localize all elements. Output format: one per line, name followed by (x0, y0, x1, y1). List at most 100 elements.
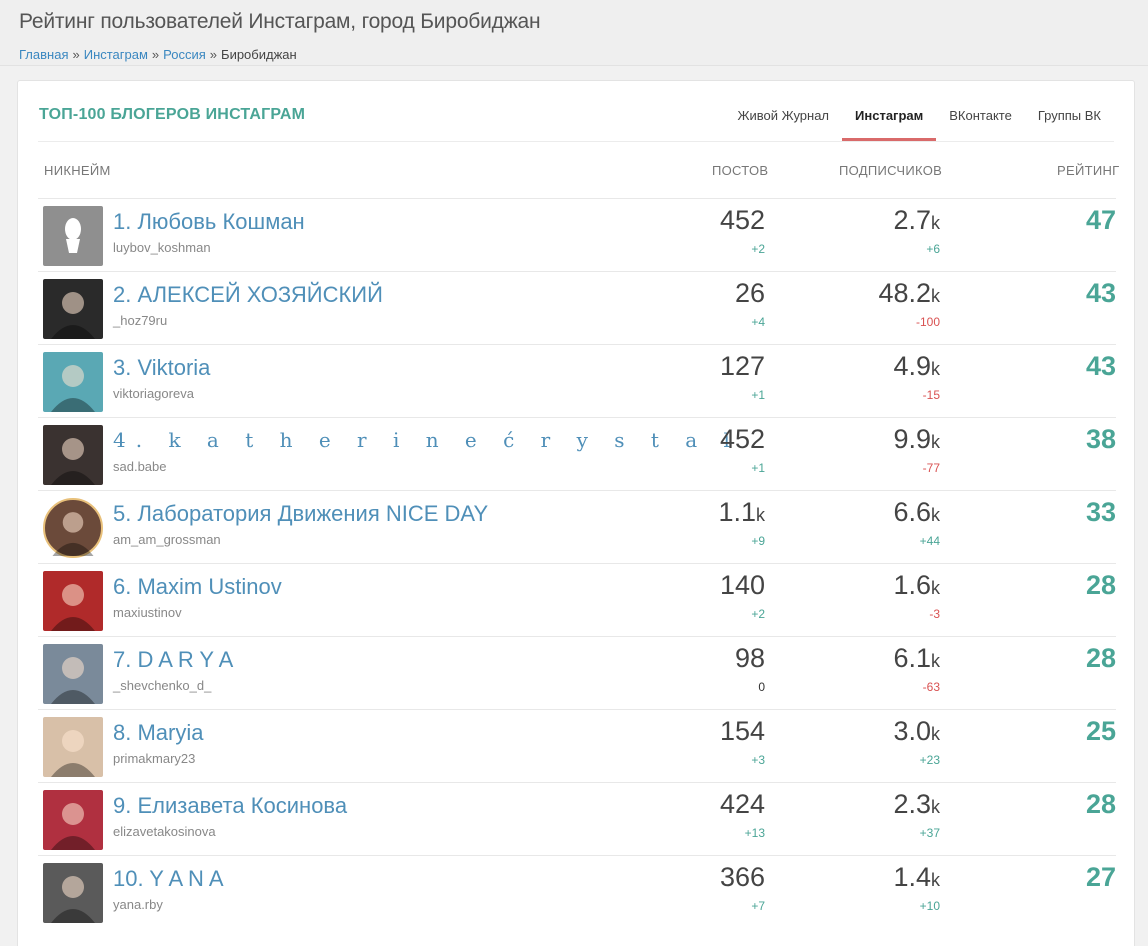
subscribers-count: 2.3k (893, 789, 940, 820)
user-name-link[interactable]: 10. Y A N A (113, 866, 224, 891)
avatar[interactable] (43, 352, 103, 412)
subscribers-count: 4.9k (893, 351, 940, 382)
table-row[interactable]: 2. АЛЕКСЕЙ ХОЗЯЙСКИЙ _hoz79ru 26 +4 48.2k -10… (38, 271, 1116, 344)
posts-delta: +1 (751, 388, 765, 402)
posts-delta: +7 (751, 899, 765, 913)
breadcrumb-instagram-link[interactable]: Инстаграм (83, 47, 148, 62)
avatar[interactable] (43, 863, 103, 923)
subscribers-count: 1.6k (893, 570, 940, 601)
tabs: Живой Журнал Инстаграм ВКонтакте Группы … (724, 99, 1114, 141)
posts-delta: +9 (751, 534, 765, 548)
subscribers-delta: +6 (926, 242, 940, 256)
thousands-unit: k (931, 724, 940, 744)
posts-count: 452 (720, 424, 765, 455)
posts-value: 154 (719, 716, 765, 746)
user-name-link[interactable]: 5. Лаборатория Движения NICE DAY (113, 501, 489, 526)
breadcrumb: Главная» Инстаграм» Россия» Биробиджан (19, 47, 297, 62)
posts-count: 424 (720, 789, 765, 820)
thousands-unit: k (931, 432, 940, 452)
column-header-nickname[interactable]: НИКНЕЙМ (44, 163, 111, 178)
thousands-unit: k (931, 870, 940, 890)
breadcrumb-separator: » (72, 47, 80, 62)
avatar[interactable] (43, 279, 103, 339)
subscribers-count: 9.9k (893, 424, 940, 455)
user-name-link[interactable]: 7. D A R Y A (113, 647, 234, 672)
subscribers-delta: +44 (919, 534, 940, 548)
avatar[interactable] (43, 644, 103, 704)
avatar[interactable] (43, 790, 103, 850)
table-row[interactable]: 5. Лаборатория Движения NICE DAY am_am_gr… (38, 490, 1116, 563)
avatar[interactable] (43, 717, 103, 777)
tab-vk-groups[interactable]: Группы ВК (1037, 108, 1101, 123)
breadcrumb-home-link[interactable]: Главная (19, 47, 69, 62)
user-name-link[interactable]: 1. Любовь Кошман (113, 209, 305, 234)
default-avatar-icon[interactable] (43, 206, 103, 266)
avatar[interactable] (43, 571, 103, 631)
user-name-link[interactable]: 2. АЛЕКСЕЙ ХОЗЯЙСКИЙ (113, 282, 383, 307)
subscribers-count: 1.4k (893, 862, 940, 893)
subscribers-count: 48.2k (878, 278, 940, 309)
subscribers-value: 2.3 (893, 789, 931, 819)
table-row[interactable]: 3. Viktoria viktoriagoreva 127 +1 4.9k -15 43 (38, 344, 1116, 417)
user-name-link[interactable]: 4. k a t h e r i n e ć r y s t a l (113, 428, 740, 452)
user-name-link[interactable]: 3. Viktoria (113, 355, 211, 380)
rating-value: 28 (1085, 789, 1116, 819)
subscribers-count: 6.6k (893, 497, 940, 528)
avatar[interactable] (43, 498, 103, 558)
posts-value: 127 (719, 351, 765, 381)
page-header: Рейтинг пользователей Инстаграм, город Б… (0, 0, 1148, 66)
user-handle: _hoz79ru (113, 313, 168, 328)
subscribers-delta: -77 (922, 461, 940, 475)
thousands-unit: k (931, 505, 940, 525)
breadcrumb-country-link[interactable]: Россия (163, 47, 206, 62)
table-row[interactable]: 10. Y A N A yana.rby 366 +7 1.4k +10 27 (38, 855, 1116, 928)
posts-value: 98 (734, 643, 765, 673)
user-name-link[interactable]: 9. Елизавета Косинова (113, 793, 348, 818)
thousands-unit: k (931, 578, 940, 598)
ranking-card: ТОП-100 БЛОГЕРОВ ИНСТАГРАМ Живой Журнал … (17, 80, 1135, 946)
posts-count: 140 (720, 570, 765, 601)
subscribers-value: 2.7 (893, 205, 931, 235)
subscribers-delta: -3 (929, 607, 940, 621)
breadcrumb-current: Биробиджан (221, 47, 297, 62)
table-row[interactable]: 4. k a t h e r i n e ć r y s t a l sad.ba… (38, 417, 1116, 490)
posts-count: 452 (720, 205, 765, 236)
table-row[interactable]: 9. Елизавета Косинова elizavetakosinova 42… (38, 782, 1116, 855)
subscribers-value: 1.6 (893, 570, 931, 600)
subscribers-value: 9.9 (893, 424, 931, 454)
user-name-link[interactable]: 6. Maxim Ustinov (113, 574, 282, 599)
tab-instagram[interactable]: Инстаграм (842, 99, 937, 141)
thousands-unit: k (931, 651, 940, 671)
posts-count: 366 (720, 862, 765, 893)
user-name-link[interactable]: 8. Maryia (113, 720, 204, 745)
thousands-unit: k (756, 505, 765, 525)
posts-value: 452 (719, 205, 765, 235)
thousands-unit: k (931, 359, 940, 379)
rating-value: 47 (1085, 205, 1116, 235)
rating-value: 38 (1085, 424, 1116, 454)
subscribers-count: 2.7k (893, 205, 940, 236)
card-title: ТОП-100 БЛОГЕРОВ ИНСТАГРАМ (39, 106, 306, 123)
posts-delta: 0 (758, 680, 765, 694)
column-header-rating[interactable]: РЕЙТИНГ (1057, 163, 1120, 178)
user-handle: am_am_grossman (113, 532, 221, 547)
column-header-posts[interactable]: ПОСТОВ (712, 163, 769, 178)
posts-count: 98 (735, 643, 765, 674)
tab-vkontakte[interactable]: ВКонтакте (949, 108, 1012, 123)
subscribers-delta: +10 (919, 899, 940, 913)
column-header-subscribers[interactable]: ПОДПИСЧИКОВ (839, 163, 943, 178)
table-row[interactable]: 7. D A R Y A _shevchenko_d_ 98 0 6.1k -63 28 (38, 636, 1116, 709)
table-row[interactable]: 1. Любовь Кошман luybov_koshman 452 +2 2.7k +… (38, 198, 1116, 271)
user-handle: viktoriagoreva (113, 386, 194, 401)
posts-count: 1.1k (718, 497, 765, 528)
ranking-table: 1. Любовь Кошман luybov_koshman 452 +2 2.7k +… (38, 198, 1116, 928)
table-row[interactable]: 6. Maxim Ustinov maxiustinov 140 +2 1.6k -3 28 (38, 563, 1116, 636)
posts-delta: +3 (751, 753, 765, 767)
user-handle: _shevchenko_d_ (113, 678, 212, 693)
user-handle: sad.babe (113, 459, 167, 474)
tab-livejournal[interactable]: Живой Журнал (737, 108, 830, 123)
posts-value: 452 (719, 424, 765, 454)
table-row[interactable]: 8. Maryia primakmary23 154 +3 3.0k +23 25 (38, 709, 1116, 782)
avatar[interactable] (43, 425, 103, 485)
rating-value: 43 (1085, 351, 1116, 381)
